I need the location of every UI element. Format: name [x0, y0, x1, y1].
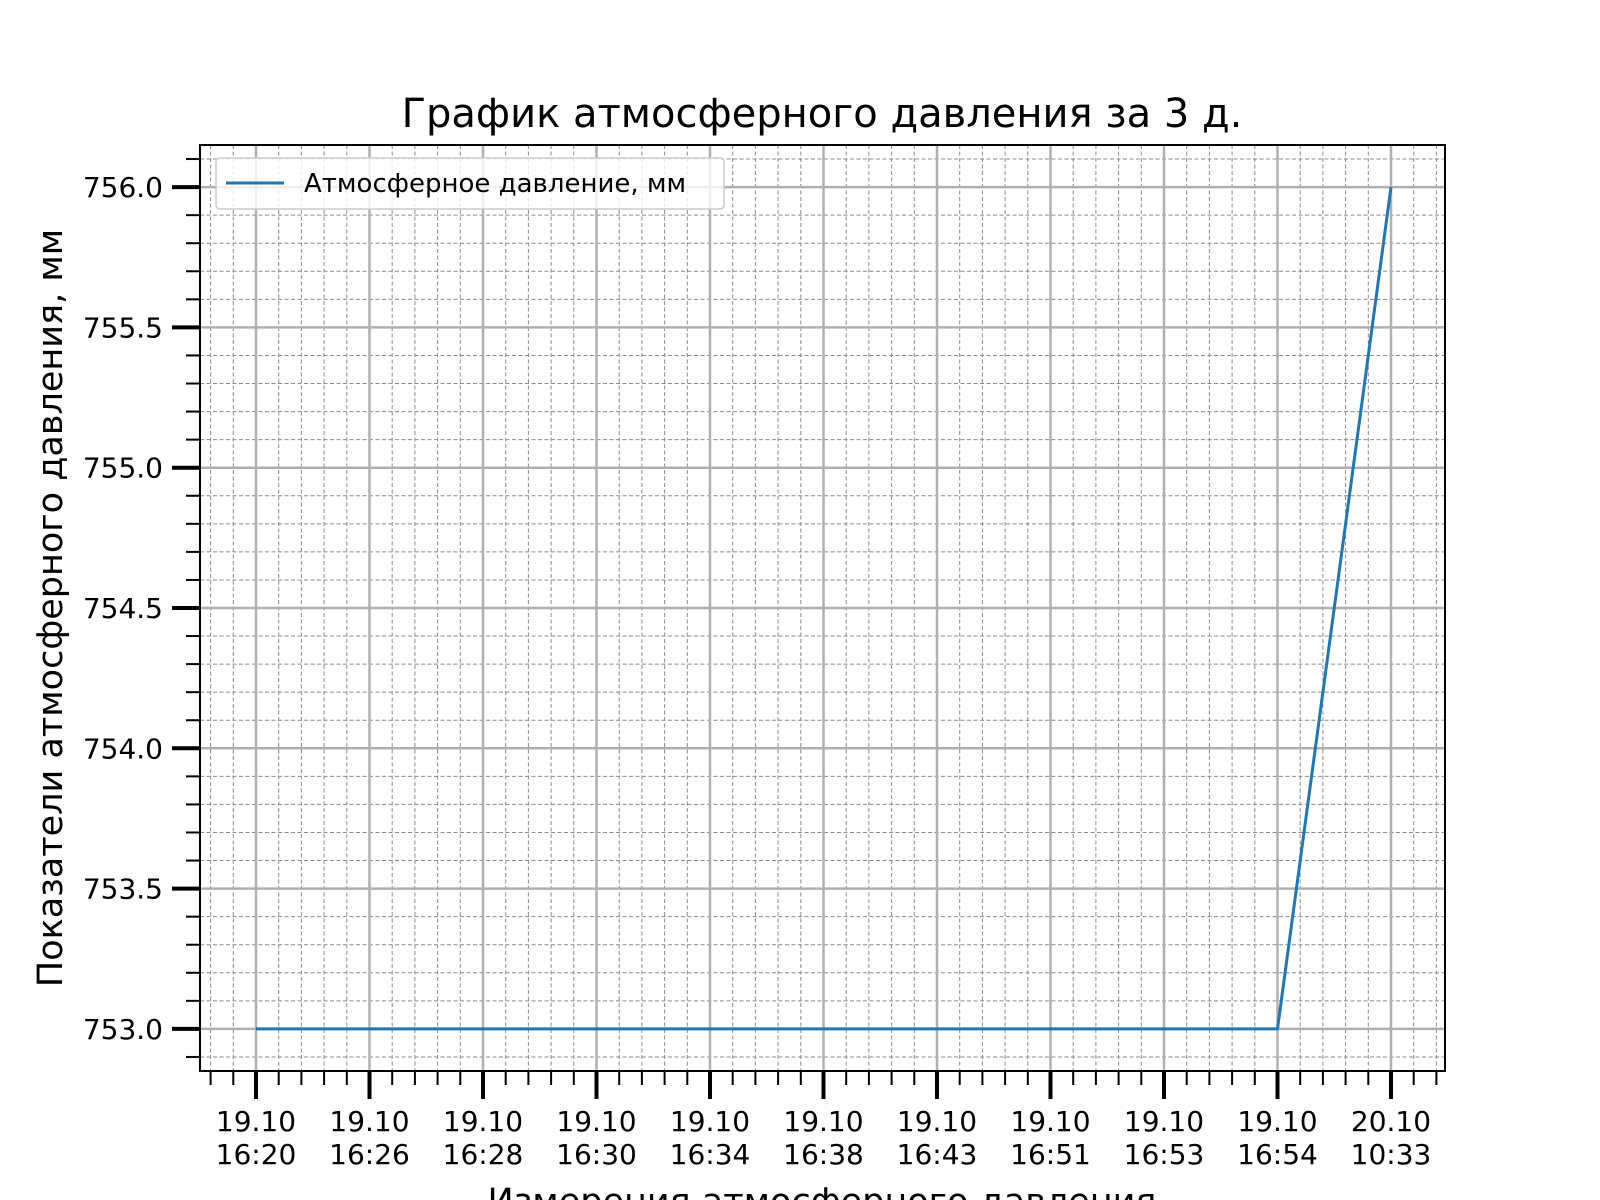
major-grid: [200, 145, 1445, 1071]
series-layer: [255, 186, 1393, 1031]
y-tick-label: 754.5: [83, 592, 163, 625]
y-tick-label: 754.0: [83, 732, 163, 765]
x-tick-label-time: 16:20: [216, 1138, 297, 1171]
x-tick-label-time: 16:51: [1010, 1138, 1091, 1171]
x-tick-label-date: 20.10: [1351, 1105, 1431, 1138]
x-tick-label-time: 16:43: [897, 1138, 978, 1171]
x-axis-label: Измерения атмосферного давления: [488, 1182, 1157, 1200]
chart-title: График атмосферного давления за 3 д.: [402, 91, 1243, 137]
x-tick-label-time: 16:54: [1237, 1138, 1318, 1171]
x-tick-label-date: 19.10: [556, 1105, 636, 1138]
x-tick-label-date: 19.10: [897, 1105, 977, 1138]
y-tick-label: 755.0: [83, 452, 163, 485]
x-tick-label-date: 19.10: [1237, 1105, 1317, 1138]
x-tick-label-time: 16:38: [783, 1138, 864, 1171]
axis-ticks: [172, 158, 1438, 1099]
legend-label: Атмосферное давление, мм: [304, 169, 686, 199]
x-tick-label-time: 16:26: [329, 1138, 410, 1171]
x-tick-label-date: 19.10: [443, 1105, 523, 1138]
axis-tick-labels: 19.1016:2019.1016:2619.1016:2819.1016:30…: [83, 171, 1432, 1171]
y-axis-label: Показатели атмосферного давления, мм: [31, 229, 71, 987]
x-tick-label-date: 19.10: [670, 1105, 750, 1138]
legend: Атмосферное давление, мм: [215, 157, 725, 210]
x-tick-label-time: 16:28: [443, 1138, 524, 1171]
y-tick-label: 753.0: [83, 1013, 163, 1046]
x-tick-label-time: 16:30: [556, 1138, 637, 1171]
x-tick-label-date: 19.10: [783, 1105, 863, 1138]
legend-box: [215, 157, 725, 210]
y-tick-label: 753.5: [83, 873, 163, 906]
x-tick-label-date: 19.10: [329, 1105, 409, 1138]
x-tick-label-time: 16:34: [670, 1138, 751, 1171]
x-tick-label-time: 10:33: [1351, 1138, 1432, 1171]
x-tick-label-date: 19.10: [1010, 1105, 1090, 1138]
y-tick-label: 756.0: [83, 171, 163, 204]
y-tick-label: 755.5: [83, 311, 163, 344]
x-tick-label-date: 19.10: [216, 1105, 296, 1138]
x-tick-label-time: 16:53: [1124, 1138, 1205, 1171]
x-tick-label-date: 19.10: [1124, 1105, 1204, 1138]
